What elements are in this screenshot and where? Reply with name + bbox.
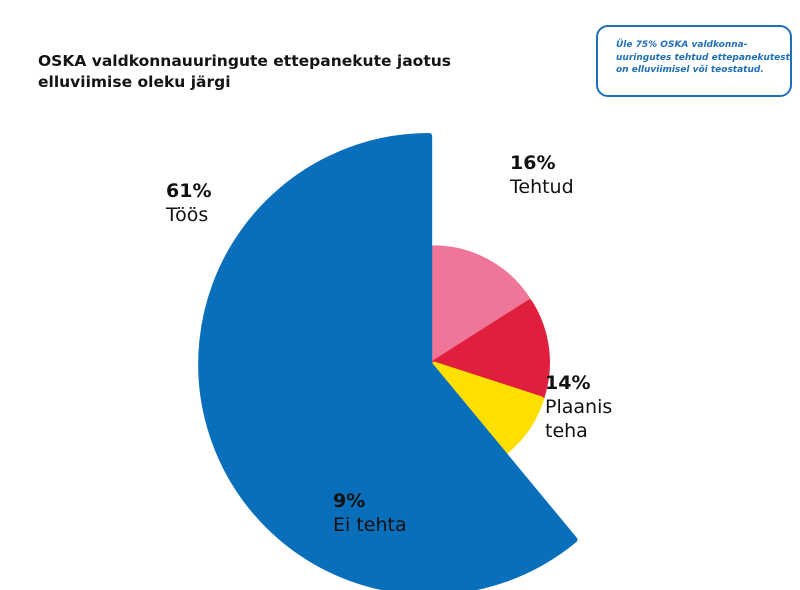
slice-label-toos: 61% Töös <box>166 179 211 227</box>
note-box: Üle 75% OSKA valdkonna- uuringutes tehtu… <box>596 25 792 97</box>
chart-title: OSKA valdkonnauuringute ettepanekute jao… <box>38 51 508 93</box>
slice-label-tehtud-value: 16% <box>510 152 556 174</box>
slice-label-plaanis-teha-value: 14% <box>545 372 591 394</box>
pie-slice-ei-tehta <box>431 361 544 454</box>
slice-label-ei-tehta-value: 9% <box>333 490 366 512</box>
chart-title-line-1: OSKA valdkonnauuringute ettepanekute jao… <box>38 52 451 70</box>
slice-label-plaanis-teha-line-1: Plaanis <box>545 396 613 418</box>
note-line-2: uuringutes tehtud ettepanekutest <box>616 52 790 63</box>
slice-label-ei-tehta: 9% Ei tehta <box>333 489 407 537</box>
note-line-3: on elluviimisel või teostatud. <box>616 65 764 75</box>
pie-slice-plaanis-teha <box>431 299 550 401</box>
slice-label-toos-value: 61% <box>166 180 212 202</box>
pie-slice-tehtud <box>430 245 532 364</box>
slice-label-plaanis-teha: 14% Plaanis teha <box>545 371 612 443</box>
pie-slice-t-s <box>198 133 578 590</box>
slice-label-tehtud: 16% Tehtud <box>510 151 574 199</box>
note-line-1: Üle 75% OSKA valdkonna- <box>616 40 748 50</box>
slice-label-tehtud-name: Tehtud <box>510 176 574 198</box>
slice-label-toos-name: Töös <box>166 204 209 226</box>
slice-label-ei-tehta-name: Ei tehta <box>333 514 407 536</box>
chart-title-line-2: elluviimise oleku järgi <box>38 73 231 91</box>
slice-label-plaanis-teha-line-2: teha <box>545 420 588 442</box>
